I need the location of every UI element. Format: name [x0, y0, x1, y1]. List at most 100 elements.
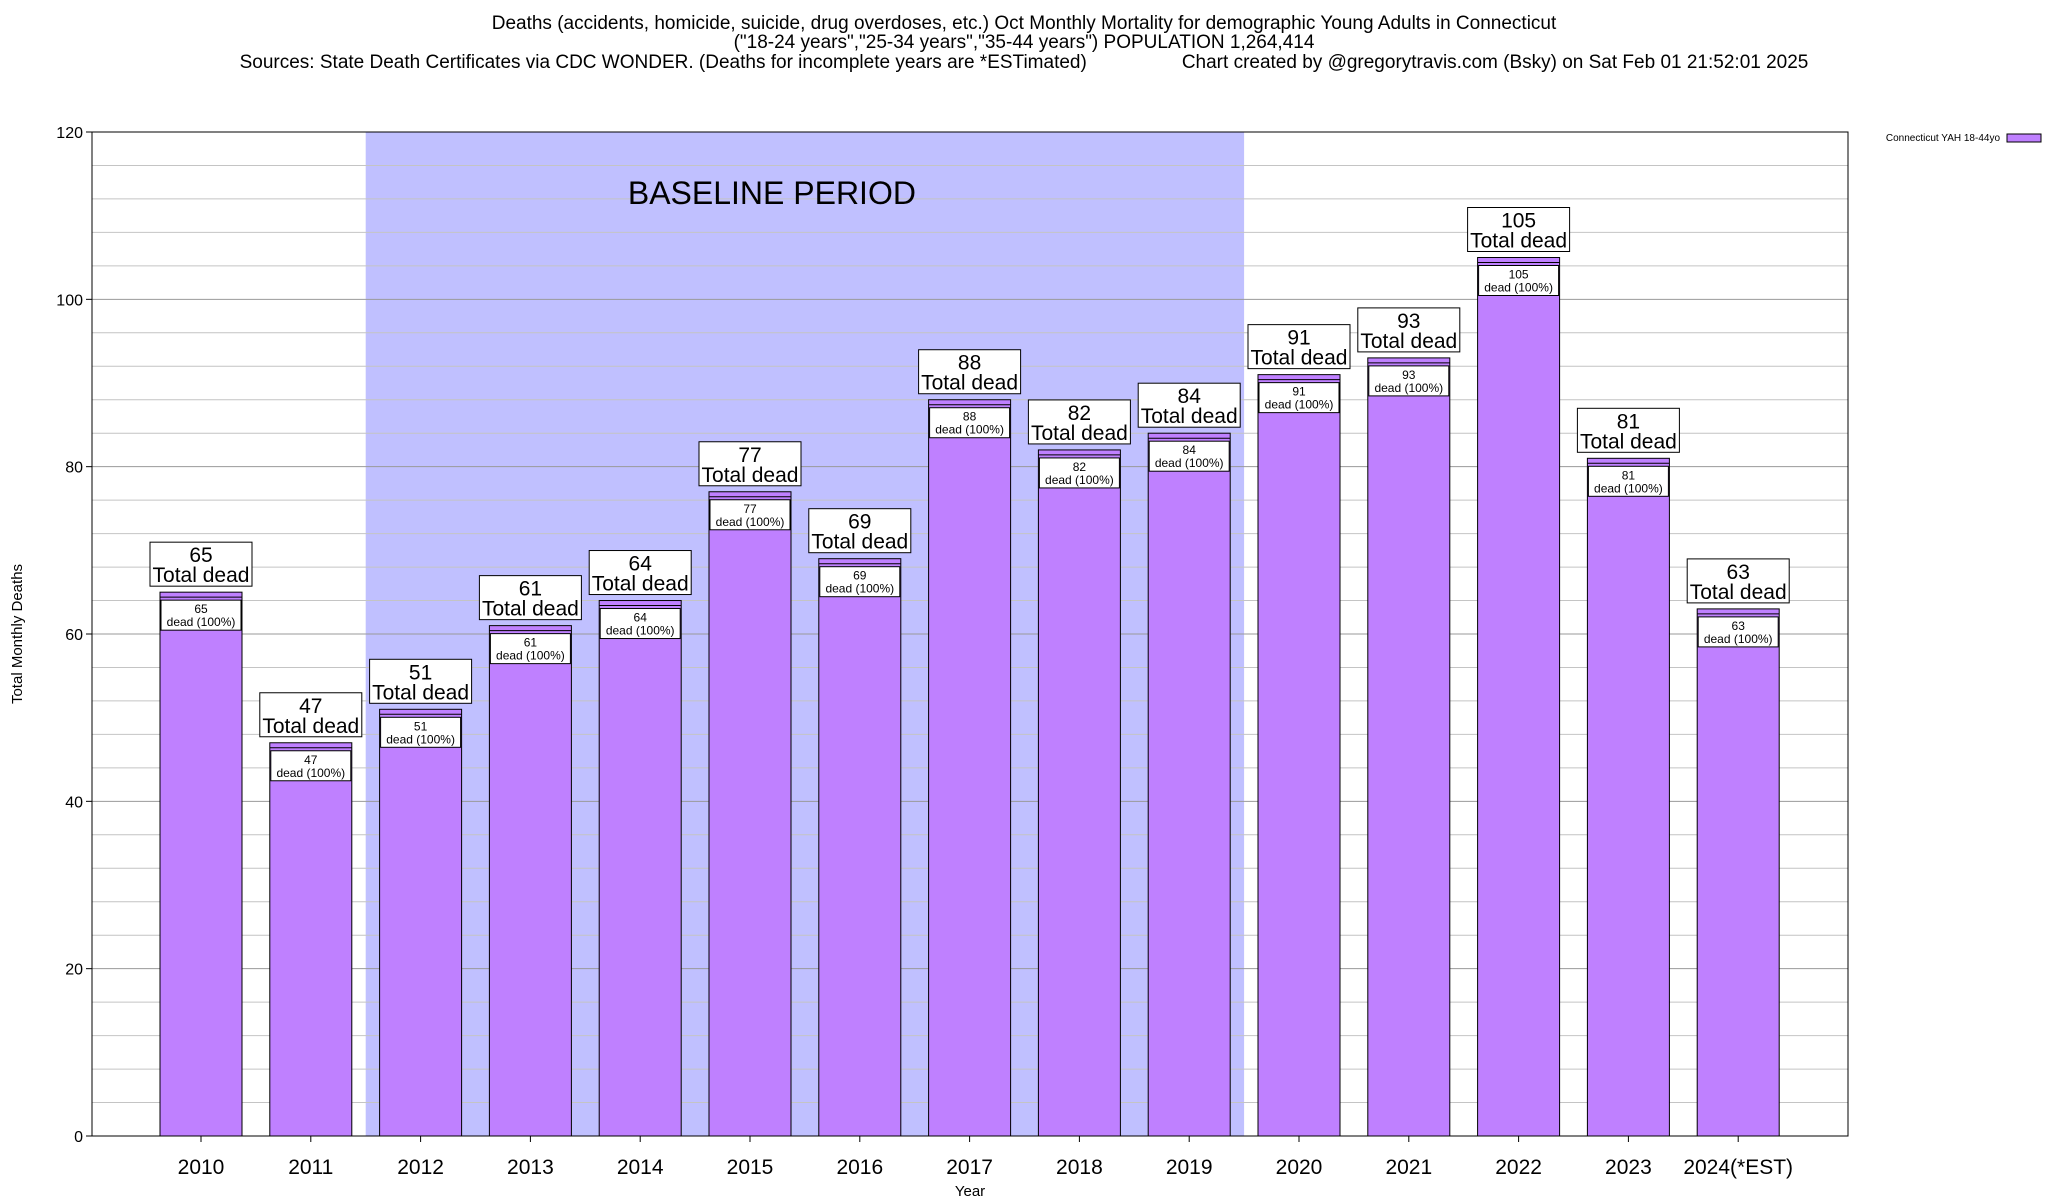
y-tick-label: 120 [56, 125, 83, 142]
y-tick-label: 60 [65, 627, 83, 644]
x-tick-label: 2013 [507, 1156, 554, 1179]
bar [598, 600, 682, 1137]
top-label-text: Total dead [1690, 581, 1787, 604]
top-label-text: Total dead [1251, 347, 1348, 370]
inner-label-value: 84 [1183, 443, 1197, 457]
x-axis-title: Year [955, 1183, 985, 1200]
inner-label-value: 93 [1402, 368, 1416, 382]
inner-label-value: 105 [1509, 268, 1529, 282]
inner-label-box [380, 716, 462, 748]
inner-label-box [709, 499, 791, 531]
bar [1586, 457, 1670, 1137]
top-label-value: 64 [629, 553, 653, 576]
y-tick-label: 80 [65, 460, 83, 477]
inner-label-value: 47 [304, 753, 318, 767]
top-label-box [1027, 399, 1131, 445]
inner-label-text: dead (100%) [386, 732, 455, 746]
top-label-box [1576, 407, 1680, 453]
inner-label-box [160, 599, 242, 631]
x-tick-label: 2022 [1495, 1156, 1542, 1179]
inner-label-box [1148, 440, 1230, 472]
inner-label-box [599, 608, 681, 640]
inner-label-value: 51 [414, 719, 428, 733]
top-label-value: 61 [519, 578, 542, 601]
plot-frame [91, 131, 1849, 1137]
inner-label-text: dead (100%) [167, 615, 236, 629]
inner-label-value: 69 [853, 569, 867, 583]
top-label-value: 77 [738, 444, 761, 467]
top-label-box [1137, 382, 1241, 428]
bar [708, 491, 792, 1137]
x-tick-label: 2020 [1276, 1156, 1323, 1179]
bar [1257, 374, 1341, 1137]
inner-label-value: 82 [1073, 460, 1087, 474]
top-label-box [1357, 307, 1461, 353]
bar [928, 399, 1012, 1137]
inner-label-box [1478, 265, 1560, 296]
inner-label-value: 65 [194, 602, 208, 616]
bar [1147, 432, 1231, 1137]
top-label-box [1467, 207, 1571, 252]
inner-label-value: 61 [524, 636, 538, 650]
top-label-text: Total dead [1141, 405, 1238, 428]
inner-label-text: dead (100%) [496, 649, 565, 663]
top-label-text: Total dead [592, 573, 689, 596]
top-label-value: 84 [1178, 385, 1202, 408]
top-label-text: Total dead [372, 681, 469, 704]
inner-label-box [1368, 365, 1450, 397]
inner-label-box [1587, 465, 1669, 497]
top-label-text: Total dead [1360, 330, 1457, 353]
bar [1037, 449, 1121, 1137]
top-label-box [918, 349, 1022, 395]
chart-source-line: Sources: State Death Certificates via CD… [239, 52, 1809, 73]
bar [1696, 608, 1780, 1137]
inner-label-box [1038, 457, 1120, 489]
top-label-value: 91 [1287, 327, 1310, 350]
x-tick-label: 2015 [727, 1156, 774, 1179]
inner-label-box [819, 566, 901, 598]
inner-label-box [1258, 382, 1340, 414]
x-tick-label: 2023 [1605, 1156, 1652, 1179]
x-tick-label: 2016 [836, 1156, 883, 1179]
y-tick-label: 20 [65, 962, 83, 979]
inner-label-text: dead (100%) [1045, 473, 1114, 487]
inner-label-value: 91 [1292, 385, 1306, 399]
top-label-value: 47 [299, 695, 322, 718]
bar [159, 591, 243, 1137]
bar [269, 742, 353, 1137]
inner-label-text: dead (100%) [1594, 481, 1663, 495]
top-label-box [588, 550, 692, 596]
inner-label-text: dead (100%) [1155, 456, 1224, 470]
inner-label-box [929, 407, 1011, 439]
bar [488, 625, 572, 1137]
inner-label-text: dead (100%) [1265, 398, 1334, 412]
inner-label-text: dead (100%) [1704, 632, 1773, 646]
top-label-value: 82 [1068, 402, 1091, 425]
top-label-text: Total dead [1470, 230, 1567, 253]
baseline-period-label: BASELINE PERIOD [628, 175, 916, 211]
inner-label-box [1697, 616, 1779, 648]
top-label-box [259, 692, 363, 738]
top-label-text: Total dead [811, 531, 908, 554]
inner-label-value: 81 [1622, 468, 1636, 482]
x-tick-label: 2019 [1166, 1156, 1213, 1179]
chart-subtitle: ("18-24 years","25-34 years","35-44 year… [733, 32, 1315, 53]
top-label-value: 88 [958, 352, 981, 375]
x-tick-label: 2024(*EST) [1683, 1156, 1793, 1179]
bar [1367, 357, 1451, 1137]
y-axis-title: Total Monthly Deaths [9, 564, 26, 704]
inner-label-text: dead (100%) [716, 515, 785, 529]
top-label-text: Total dead [921, 372, 1018, 395]
inner-label-value: 77 [743, 502, 757, 516]
top-label-text: Total dead [482, 598, 579, 621]
top-label-box [478, 575, 582, 621]
x-tick-label: 2021 [1385, 1156, 1432, 1179]
top-label-value: 65 [189, 544, 212, 567]
top-label-value: 93 [1397, 310, 1420, 333]
inner-label-value: 64 [634, 611, 648, 625]
legend-label: Connecticut YAH 18-44yo [1886, 133, 2001, 144]
top-label-box [1247, 324, 1351, 370]
top-label-value: 51 [409, 661, 432, 684]
inner-label-text: dead (100%) [935, 423, 1004, 437]
bar [818, 558, 902, 1137]
